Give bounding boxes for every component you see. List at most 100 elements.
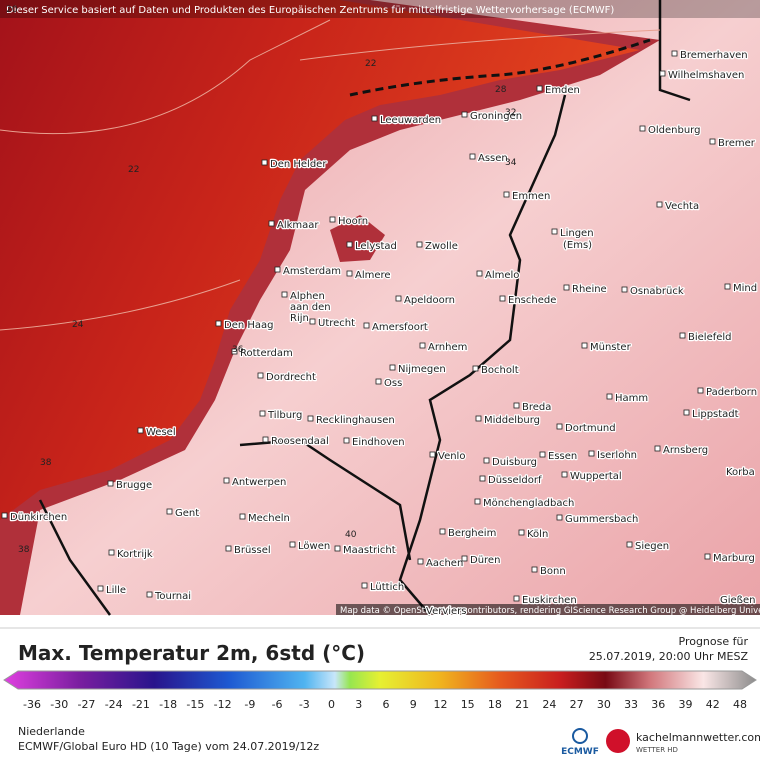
city-label: Bremerhaven — [680, 50, 748, 61]
city-marker — [395, 295, 402, 302]
city-label: Alkmaar — [277, 220, 319, 231]
colorbar — [3, 670, 757, 690]
contour-label: 38 — [40, 458, 52, 468]
city-marker — [656, 201, 663, 208]
city-marker — [289, 541, 296, 548]
city-marker — [361, 582, 368, 589]
city-label: Bremer — [718, 138, 756, 149]
city-label: Tilburg — [267, 410, 302, 421]
city-label: Almere — [355, 270, 391, 281]
city-label: Brugge — [116, 480, 152, 491]
colorbar-tick: 24 — [542, 698, 556, 711]
city-label: Bergheim — [448, 528, 496, 539]
contour-label: 40 — [345, 530, 357, 540]
city-label: Wilhelmshaven — [668, 70, 744, 81]
city-label: Middelburg — [484, 415, 540, 426]
city-label: Roosendaal — [271, 436, 329, 447]
city-label: Düren — [470, 555, 500, 566]
city-marker — [475, 415, 482, 422]
city-marker — [563, 284, 570, 291]
city-marker — [166, 508, 173, 515]
contour-label: 34 — [505, 158, 517, 168]
city-marker — [343, 437, 350, 444]
city-marker — [274, 266, 281, 273]
city-label: Rijn — [290, 313, 309, 324]
city-marker — [1, 512, 8, 519]
city-marker — [503, 191, 510, 198]
colorbar-tick: 33 — [624, 698, 638, 711]
city-label: Almelo — [485, 270, 519, 281]
city-label: Korba — [726, 467, 755, 478]
city-marker — [281, 291, 288, 298]
colorbar-tick: 21 — [515, 698, 529, 711]
attribution-bg — [336, 604, 760, 615]
ecmwf-logo: ECMWF — [561, 747, 599, 757]
forecast-time: 25.07.2019, 20:00 Uhr MESZ — [589, 650, 749, 663]
city-marker — [472, 365, 479, 372]
city-marker — [536, 85, 543, 92]
city-marker — [261, 159, 268, 166]
contour-label: 38 — [18, 545, 30, 555]
city-marker — [551, 228, 558, 235]
city-label: Tournai — [154, 591, 191, 602]
colorbar-tick: -21 — [132, 698, 150, 711]
colorbar-tick: -9 — [244, 698, 255, 711]
colorbar-tick: 0 — [328, 698, 335, 711]
city-label: Gießen — [720, 595, 755, 606]
city-label: Den Helder — [270, 159, 327, 170]
city-label: Euskirchen — [522, 595, 577, 606]
city-label: (Ems) — [563, 240, 592, 251]
city-label: Eindhoven — [352, 437, 405, 448]
city-label: Amersfoort — [372, 322, 428, 333]
city-marker — [268, 220, 275, 227]
city-marker — [683, 409, 690, 416]
colorbar-tick: -18 — [159, 698, 177, 711]
land — [20, 0, 760, 615]
ecmwf-icon — [572, 728, 588, 744]
city-label: Mecheln — [248, 513, 290, 524]
city-label: Rotterdam — [240, 348, 293, 359]
colorbar-tick: -36 — [23, 698, 41, 711]
city-marker — [581, 342, 588, 349]
city-marker — [107, 480, 114, 487]
city-label: aan den — [290, 302, 331, 313]
city-marker — [483, 457, 490, 464]
city-marker — [97, 585, 104, 592]
city-marker — [724, 283, 731, 290]
city-marker — [137, 427, 144, 434]
city-marker — [461, 111, 468, 118]
city-marker — [329, 216, 336, 223]
city-marker — [375, 378, 382, 385]
city-marker — [239, 513, 246, 520]
city-label: Köln — [527, 529, 548, 540]
city-label: Leeuwarden — [380, 115, 441, 126]
city-marker — [429, 451, 436, 458]
city-label: Lingen — [560, 228, 594, 239]
map: Dieser Service basiert auf Daten und Pro… — [0, 0, 760, 618]
city-label: Mind — [733, 283, 757, 294]
city-label: Alphen — [290, 291, 325, 302]
colorbar-tick: 39 — [679, 698, 693, 711]
city-marker — [419, 342, 426, 349]
city-label: Bonn — [540, 566, 566, 577]
city-marker — [499, 295, 506, 302]
city-label: Brüssel — [234, 545, 271, 556]
contour-label: 32 — [505, 108, 516, 118]
city-marker — [259, 410, 266, 417]
city-marker — [513, 402, 520, 409]
colorbar-tick: 3 — [355, 698, 362, 711]
colorbar-tick: 30 — [597, 698, 611, 711]
city-marker — [671, 50, 678, 57]
colorbar-tick: 48 — [733, 698, 747, 711]
colorbar-tick: 9 — [410, 698, 417, 711]
city-label: Breda — [522, 402, 551, 413]
city-label: Apeldoorn — [404, 295, 455, 306]
colorbar-tick: 6 — [383, 698, 390, 711]
islands — [349, 38, 651, 97]
legend-title: Max. Temperatur 2m, 6std (°C) — [18, 641, 365, 665]
city-marker — [334, 545, 341, 552]
colorbar-tick: -27 — [77, 698, 95, 711]
city-marker — [223, 477, 230, 484]
city-label: Oss — [384, 378, 402, 389]
city-label: Dortmund — [565, 423, 616, 434]
